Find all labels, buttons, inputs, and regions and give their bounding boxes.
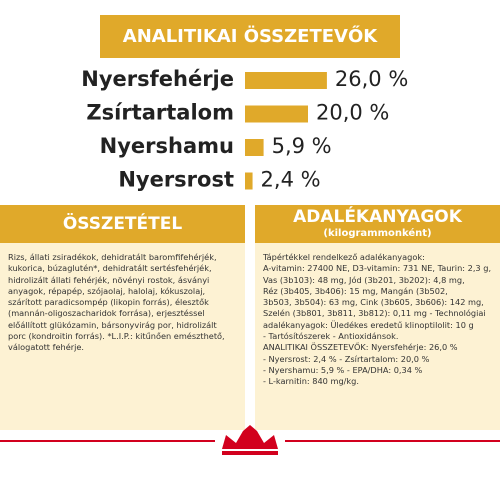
additive-line: Szelén (3b801, 3b811, 3b812): 0,11 mg - …: [263, 308, 486, 319]
additives-subtitle: (kilogrammonként): [323, 228, 432, 239]
additives-title: ADALÉKANYAGOK: [293, 207, 462, 227]
nutrient-label: Nyershamu: [100, 134, 234, 158]
nutrient-chart: Nyersfehérje 26,0 % Zsírtartalom 20,0 % Nyer…: [81, 67, 408, 192]
crown: [222, 425, 278, 449]
additives-text: Tápértékkel rendelkező adalékanyagok: A-v…: [255, 243, 500, 430]
nutrient-label: Nyersfehérje: [81, 67, 234, 91]
composition-title: ÖSSZETÉTEL: [0, 205, 245, 243]
additive-line: - Nyersrost: 2,4 % - Zsírtartalom: 20,0 …: [263, 353, 430, 364]
additive-line: - Nyershamu: 5,9 % - EPA/DHA: 0,34 %: [263, 364, 423, 375]
additive-line: A-vitamin: 27400 NE, D3-vitamin: 731 NE,…: [263, 263, 492, 274]
additives-header: ADALÉKANYAGOK (kilogrammonként): [255, 205, 500, 243]
additive-line: Vas (3b103): 48 mg, Jód (3b201, 3b202): …: [263, 274, 465, 285]
nutrient-bar: [245, 105, 308, 123]
additive-line: - Tartósítószerek - Antioxidánsok.: [263, 331, 399, 342]
additive-line: ANALITIKAI ÖSSZETEVŐK: Nyersfehérje: 26,…: [263, 342, 458, 353]
additive-line: adalékanyagok: Üledékes eredetű klinopti…: [263, 319, 474, 330]
nutrient-bar: [245, 139, 264, 156]
additive-line: 3b503, 3b504): 63 mg, Cink (3b605, 3b606…: [263, 297, 484, 308]
composition-text: Rizs, állati zsiradékok, dehidratált bar…: [0, 243, 245, 430]
footer-logo: [0, 425, 500, 455]
nutrient-label: Nyersrost: [118, 168, 234, 192]
nutrient-value: 20,0 %: [316, 101, 389, 125]
nutrient-value: 5,9 %: [272, 134, 332, 158]
additive-line: Réz (3b405, 3b406): 15 mg, Mangán (3b502…: [263, 285, 448, 296]
nutrient-bar: [245, 72, 327, 89]
crown-base: [222, 451, 278, 455]
header-title: ANALITIKAI ÖSSZETEVŐK: [100, 15, 400, 58]
nutrient-value: 26,0 %: [335, 67, 408, 91]
additive-line: Tápértékkel rendelkező adalékanyagok:: [263, 252, 425, 262]
nutrient-label: Zsírtartalom: [86, 101, 234, 125]
additive-line: - L-karnitin: 840 mg/kg.: [263, 376, 359, 387]
nutrient-value: 2,4 %: [261, 168, 321, 192]
nutrient-bar: [245, 172, 253, 190]
